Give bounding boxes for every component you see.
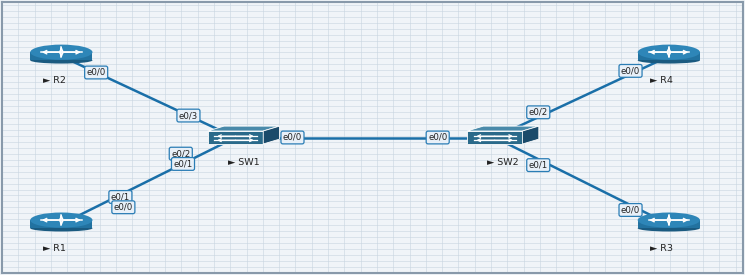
Text: e0/0: e0/0 [621, 205, 640, 215]
Ellipse shape [31, 57, 92, 64]
Polygon shape [263, 126, 279, 144]
Text: e0/1: e0/1 [111, 192, 130, 202]
Text: e0/0: e0/0 [283, 133, 302, 142]
Text: e0/2: e0/2 [529, 108, 548, 117]
Text: e0/0: e0/0 [428, 133, 447, 142]
Ellipse shape [638, 225, 700, 232]
Polygon shape [638, 220, 700, 228]
Text: ► R3: ► R3 [650, 244, 673, 253]
Polygon shape [208, 131, 263, 144]
Ellipse shape [31, 213, 92, 228]
Text: e0/3: e0/3 [179, 111, 198, 120]
Polygon shape [208, 126, 279, 131]
Text: e0/0: e0/0 [114, 203, 133, 212]
Text: ► SW2: ► SW2 [487, 158, 519, 167]
Ellipse shape [31, 225, 92, 232]
Ellipse shape [638, 57, 700, 64]
Text: e0/1: e0/1 [529, 161, 548, 170]
Polygon shape [31, 220, 92, 228]
Text: e0/0: e0/0 [86, 68, 106, 77]
Text: ► R4: ► R4 [650, 76, 673, 85]
Polygon shape [522, 126, 539, 144]
Polygon shape [467, 131, 522, 144]
Text: e0/2: e0/2 [171, 149, 191, 158]
Ellipse shape [638, 45, 700, 60]
Polygon shape [31, 52, 92, 60]
Ellipse shape [31, 45, 92, 60]
Text: ► R1: ► R1 [42, 244, 66, 253]
Text: e0/0: e0/0 [621, 66, 640, 75]
Ellipse shape [638, 213, 700, 228]
Text: ► SW1: ► SW1 [228, 158, 260, 167]
Polygon shape [638, 52, 700, 60]
Text: ► R2: ► R2 [42, 76, 66, 85]
Polygon shape [467, 126, 539, 131]
Text: e0/1: e0/1 [174, 160, 193, 168]
